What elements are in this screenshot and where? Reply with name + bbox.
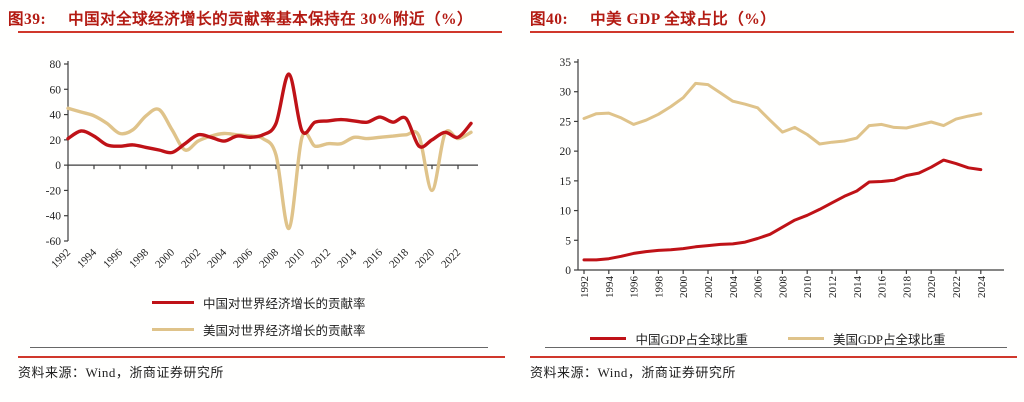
y-tick-label: 0: [565, 265, 571, 277]
us-legend-label: 美国对世界经济增长的贡献率: [203, 324, 366, 338]
x-tick-label: 2014: [335, 246, 359, 270]
figure-39-number: 图39:: [8, 11, 47, 28]
source-note: 资料来源：Wind，浙商证券研究所: [18, 365, 224, 380]
x-tick-label: 2016: [877, 276, 889, 299]
figure-39-title-text: 中国对全球经济增长的贡献率基本保持在 30%附近（%）: [68, 11, 474, 28]
x-tick-label: 1992: [579, 276, 591, 298]
x-tick-label: 2010: [802, 276, 814, 299]
us-line-swatch: [152, 328, 194, 331]
x-tick-label: 1996: [101, 246, 125, 270]
y-tick-label: 15: [560, 176, 572, 188]
x-tick-label: 2024: [976, 276, 988, 299]
x-tick-label: 2016: [361, 246, 385, 270]
x-tick-label: 1994: [604, 276, 616, 299]
x-tick-label: 2022: [951, 276, 963, 298]
y-tick-label: -60: [46, 236, 62, 248]
footer-red-rule: [530, 356, 1017, 358]
figure-40-title-rule: [530, 31, 1014, 33]
legend-item-china-contribution: 中国对世界经济增长的贡献率: [152, 293, 366, 312]
legend-item-us-contribution: 美国对世界经济增长的贡献率: [152, 320, 366, 339]
x-tick-label: 2012: [309, 247, 333, 271]
x-tick-label: 2002: [179, 247, 203, 271]
figure-39-panel: 图39: 中国对全球经济增长的贡献率基本保持在 30%附近（%） -60 -40 -2…: [8, 7, 505, 380]
legend-item-china-gdp-share: 中国GDP占全球比重: [590, 329, 748, 348]
source-note: 资料来源：Wind，浙商证券研究所: [530, 365, 736, 380]
figure-40-panel: 图40: 中美 GDP 全球占比（%） 0 5 10 15 20 25 30 35 1992 199…: [512, 0, 1024, 402]
figure-39-title: 图39: 中国对全球经济增长的贡献率基本保持在 30%附近（%）: [8, 7, 473, 29]
y-tick-label: 0: [55, 160, 61, 172]
y-tick-label: 20: [50, 135, 62, 147]
x-tick-label: 2000: [678, 276, 690, 299]
us-line-swatch: [788, 337, 824, 340]
x-tick-label: 2006: [231, 246, 255, 270]
x-tick-label: 2020: [926, 276, 938, 299]
china-line-swatch: [152, 301, 194, 304]
figure-40-title-text: 中美 GDP 全球占比（%）: [590, 11, 777, 28]
x-tick-label: 2004: [728, 276, 740, 299]
series-line-0: [66, 72, 473, 155]
x-tick-label: 2022: [439, 247, 463, 271]
x-tick-label: 1992: [49, 247, 73, 271]
y-tick-label: 5: [565, 235, 571, 247]
x-tick-label: 2008: [777, 276, 789, 299]
series-line-1: [582, 81, 983, 146]
us-legend-label: 美国GDP占全球比重: [833, 333, 946, 347]
y-tick-label: -40: [46, 211, 62, 223]
y-tick-label: 40: [50, 110, 62, 122]
x-tick-label: 2002: [703, 276, 715, 298]
y-tick-label: 80: [50, 59, 62, 71]
x-tick-label: 2014: [852, 276, 864, 299]
y-tick-label: 20: [560, 146, 572, 158]
china-legend-label: 中国GDP占全球比重: [635, 333, 748, 347]
figure-40-legend: 中国GDP占全球比重 美国GDP占全球比重: [512, 329, 1024, 348]
y-tick-label: -20: [46, 185, 62, 197]
x-tick-label: 2010: [283, 246, 307, 270]
y-tick-label: 60: [50, 84, 62, 96]
x-tick-label: 2018: [901, 276, 913, 299]
x-tick-label: 2020: [413, 246, 437, 270]
y-tick-label: 35: [560, 57, 572, 69]
gdp-global-share-line-chart: 0 5 10 15 20 25 30 35 1992 1994 1996 1998 2000 2002 20…: [560, 57, 1004, 299]
legend-item-us-gdp-share: 美国GDP占全球比重: [788, 329, 946, 348]
footer-divider: [545, 347, 1007, 348]
footer-divider: [30, 347, 488, 348]
x-tick-label: 1996: [629, 276, 641, 299]
y-tick-label: 25: [560, 116, 572, 128]
china-line-swatch: [590, 337, 627, 340]
y-tick-label: 30: [560, 87, 572, 99]
series-line-0: [582, 158, 983, 262]
x-tick-label: 1998: [127, 246, 151, 270]
x-tick-label: 2018: [387, 246, 411, 270]
figure-39-legend: 中国对世界经济增长的贡献率 美国对世界经济增长的贡献率: [152, 293, 366, 339]
x-tick-label: 1994: [75, 246, 99, 270]
series-line-1: [66, 106, 473, 231]
x-tick-label: 2008: [257, 246, 281, 270]
x-tick-label: 2012: [827, 276, 839, 298]
x-tick-label: 2000: [153, 246, 177, 270]
x-tick-label: 2006: [753, 276, 765, 299]
china-legend-label: 中国对世界经济增长的贡献率: [203, 297, 366, 311]
y-tick-label: 10: [560, 206, 572, 218]
figure-40-number: 图40:: [530, 11, 569, 28]
figure-39-title-rule: [18, 31, 502, 33]
footer-red-rule: [18, 356, 505, 358]
x-tick-label: 1998: [653, 276, 665, 299]
figure-40-title: 图40: 中美 GDP 全球占比（%）: [530, 7, 776, 29]
x-tick-label: 2004: [205, 246, 229, 270]
